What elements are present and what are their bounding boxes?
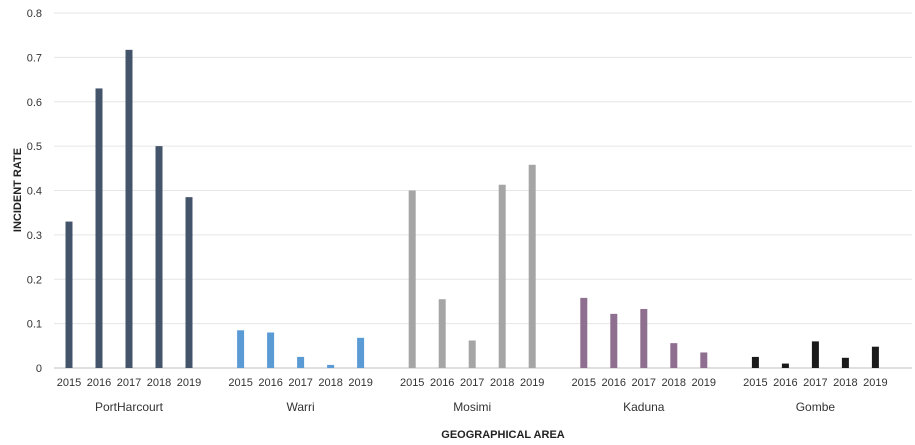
x-tick-label: 2016: [87, 377, 111, 389]
bar-mosimi-2018: [498, 184, 506, 368]
y-tick-label: 0.7: [27, 52, 42, 64]
x-tick-label: 2016: [258, 377, 282, 389]
x-tick-label: 2016: [430, 377, 454, 389]
x-axis-title: GEOGRAPHICAL AREA: [441, 429, 565, 441]
x-axis-year-labels: 2015 2016 2017 2018 2019 2015 2016 2017 2018 2019…: [57, 377, 888, 389]
y-tick-label: 0.8: [27, 8, 42, 20]
x-tick-label: 2019: [520, 377, 544, 389]
x-tick-label: 2018: [490, 377, 514, 389]
gridlines: [54, 12, 912, 369]
bar-gombe-2018: [841, 357, 849, 368]
x-tick-label: 2019: [177, 377, 201, 389]
bar-portharcourt-2018: [155, 146, 163, 368]
x-tick-label: 2016: [773, 377, 797, 389]
bar-kaduna-2016: [610, 313, 618, 368]
bar-warri-2019: [357, 337, 365, 368]
category-label: PortHarcourt: [95, 400, 164, 414]
bar-portharcourt-2016: [95, 88, 103, 368]
bar-warri-2017: [297, 356, 305, 368]
x-tick-label: 2017: [288, 377, 312, 389]
y-tick-label: 0.3: [27, 230, 42, 242]
bar-mosimi-2016: [438, 299, 446, 368]
category-label: Gombe: [796, 400, 836, 414]
bar-warri-2016: [267, 332, 275, 368]
y-tick-label: 0.6: [27, 97, 42, 109]
x-tick-label: 2015: [57, 377, 81, 389]
x-tick-label: 2018: [833, 377, 857, 389]
bar-mosimi-2019: [528, 164, 536, 368]
category-label: Mosimi: [453, 400, 491, 414]
bar-warri-2015: [237, 330, 245, 368]
bar-portharcourt-2017: [125, 49, 133, 369]
x-tick-label: 2016: [602, 377, 626, 389]
bar-kaduna-2019: [700, 352, 708, 368]
x-tick-label: 2017: [117, 377, 141, 389]
bar-gombe-2016: [781, 363, 789, 368]
x-tick-label: 2018: [147, 377, 171, 389]
x-tick-label: 2015: [572, 377, 596, 389]
y-tick-label: 0.4: [27, 186, 42, 198]
y-tick-label: 0.5: [27, 141, 42, 153]
x-tick-label: 2017: [460, 377, 484, 389]
x-tick-label: 2019: [692, 377, 716, 389]
bar-warri-2018: [327, 364, 335, 368]
bar-kaduna-2017: [640, 308, 648, 368]
x-tick-label: 2018: [662, 377, 686, 389]
x-tick-label: 2015: [743, 377, 767, 389]
x-axis-category-labels: PortHarcourt Warri Mosimi Kaduna Gombe: [95, 400, 835, 414]
x-tick-label: 2018: [318, 377, 342, 389]
category-label: Kaduna: [623, 400, 665, 414]
bar-kaduna-2018: [670, 343, 678, 368]
bar-gombe-2017: [811, 341, 819, 368]
x-tick-label: 2017: [803, 377, 827, 389]
y-tick-label: 0.1: [27, 319, 42, 331]
bar-mosimi-2015: [408, 190, 416, 368]
bar-gombe-2019: [871, 346, 879, 368]
x-tick-label: 2015: [400, 377, 424, 389]
category-label: Warri: [286, 400, 314, 414]
y-tick-label: 0.2: [27, 274, 42, 286]
bar-mosimi-2017: [468, 340, 476, 368]
y-axis-title: INCIDENT RATE: [12, 148, 24, 232]
x-tick-label: 2019: [348, 377, 372, 389]
x-tick-label: 2017: [632, 377, 656, 389]
bar-portharcourt-2015: [65, 221, 73, 368]
bar-portharcourt-2019: [185, 197, 193, 368]
bar-gombe-2015: [751, 356, 759, 368]
bars: [65, 49, 879, 369]
y-axis-ticks: 0 0.1 0.2 0.3 0.4 0.5 0.6 0.7 0.8: [27, 8, 42, 375]
y-tick-label: 0: [36, 363, 42, 375]
x-tick-label: 2019: [863, 377, 887, 389]
bar-kaduna-2015: [580, 297, 588, 368]
x-tick-label: 2015: [228, 377, 252, 389]
